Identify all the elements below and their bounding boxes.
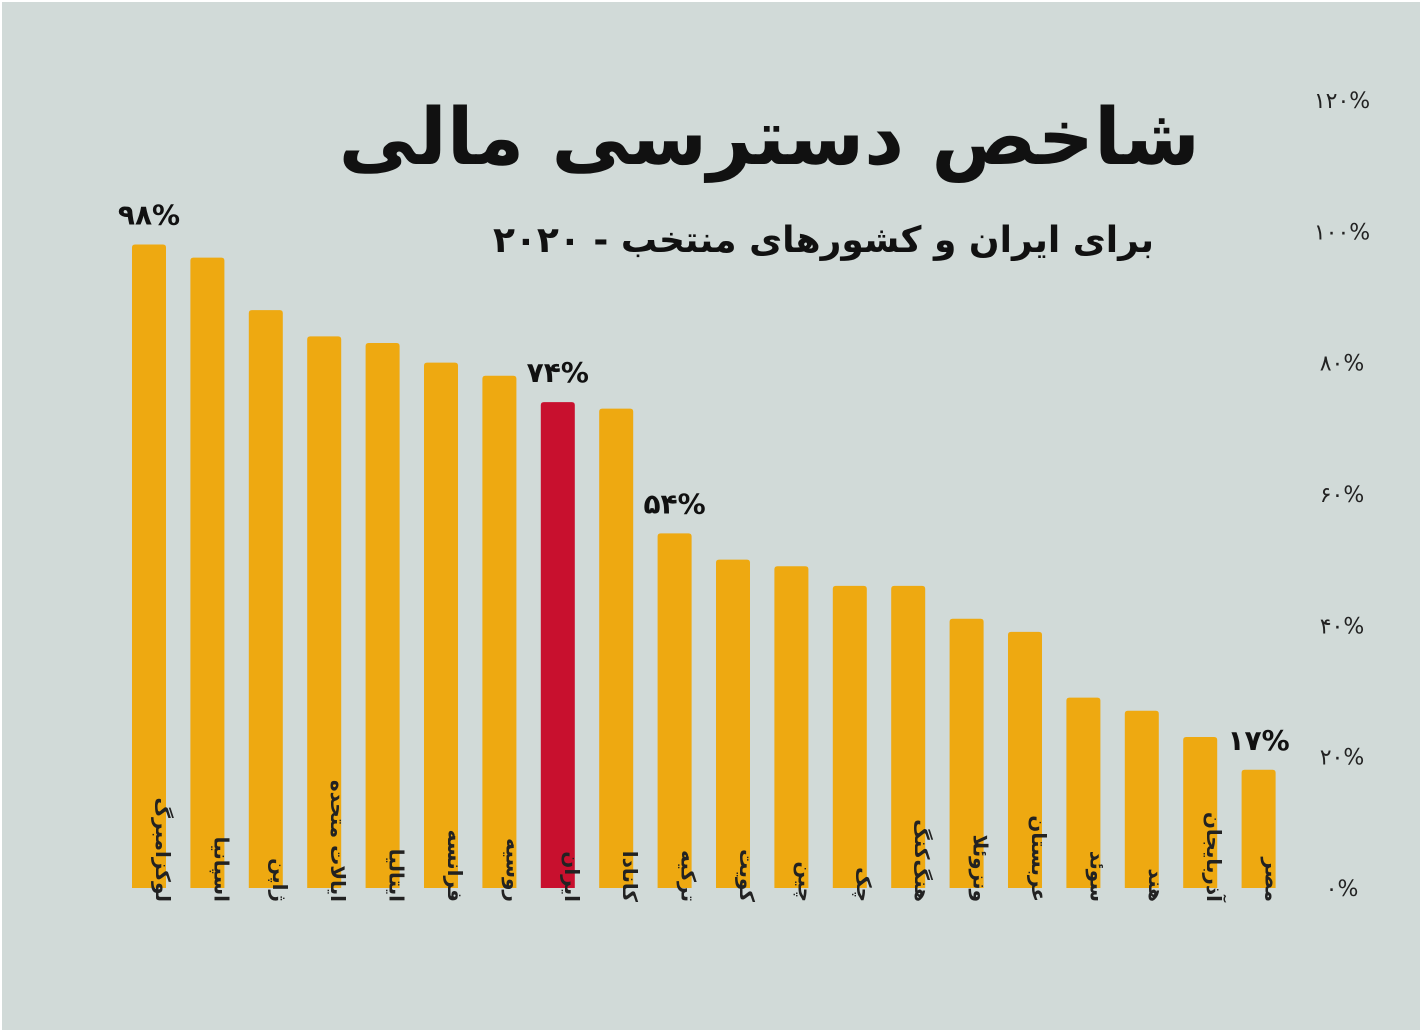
category-label: ایالات متحده: [326, 780, 350, 902]
data-labels-group: ۹۸% ۷۴% ۵۴% ۱۷%: [118, 198, 1290, 756]
bar: [190, 257, 225, 889]
bar: [248, 310, 283, 889]
category-label: چین: [792, 861, 817, 902]
bars-group: [132, 244, 1276, 889]
bar: [716, 559, 750, 888]
y-tick-label: ۱۰۰%: [1314, 220, 1370, 245]
category-label: هنگ‌کنگ: [910, 819, 934, 902]
bar: [307, 336, 342, 888]
category-label: عربستان: [1027, 815, 1051, 902]
bar: [1241, 769, 1276, 888]
category-label: روسیه: [501, 838, 525, 902]
bar: [949, 618, 984, 888]
bar: [132, 244, 166, 888]
chart-title: شاخص دسترسی مالی: [338, 93, 1200, 183]
category-label: لوکزامبرگ: [151, 798, 175, 902]
category-label: ونزوئلا: [969, 834, 993, 902]
category-label: کانادا: [618, 851, 642, 903]
bar: [540, 402, 575, 888]
bar: [482, 375, 517, 888]
y-tick-label: ۲۰%: [1320, 746, 1365, 771]
y-tick-label: ۰%: [1326, 877, 1359, 902]
category-label: مصر: [1261, 856, 1285, 902]
bar: [1183, 736, 1218, 888]
data-label: ۵۴%: [643, 487, 705, 520]
chart-subtitle: برای ایران و کشورهای منتخب - ۲۰۲۰: [492, 220, 1154, 261]
category-label: ژاپن: [267, 858, 292, 902]
category-label: کویت: [735, 849, 759, 902]
y-tick-label: ۸۰%: [1320, 352, 1365, 377]
bar: [424, 362, 458, 889]
bar: [891, 585, 926, 888]
data-label: ۷۴%: [527, 356, 589, 389]
y-tick-label: ۱۲۰%: [1314, 89, 1370, 114]
bar: [599, 408, 634, 888]
y-tick-label: ۶۰%: [1320, 483, 1365, 508]
category-label: آذربایجان: [1202, 812, 1227, 903]
category-label: چک: [851, 867, 876, 902]
category-label: فرانسه: [443, 830, 467, 902]
x-axis-labels: لوکزامبرگ اسپانیا ژاپن ایالات متحده ایتالیا ف…: [151, 780, 1285, 903]
category-label: ایتالیا: [385, 849, 409, 902]
y-tick-label: ۴۰%: [1320, 614, 1365, 639]
data-label: ۱۷%: [1227, 724, 1289, 757]
category-label: سوئد: [1085, 851, 1109, 902]
bar: [774, 566, 809, 888]
bar: [657, 533, 692, 888]
category-label: هند: [1144, 868, 1168, 902]
category-label: ایران: [560, 851, 584, 902]
bar: [1124, 710, 1159, 888]
bar: [365, 342, 400, 888]
bar: [1008, 631, 1042, 888]
bar: [832, 585, 867, 888]
category-label: ترکیه: [677, 850, 701, 902]
data-label: ۹۸%: [118, 198, 180, 231]
category-label: اسپانیا: [208, 837, 233, 902]
y-axis-labels: ۰% ۲۰% ۴۰% ۶۰% ۸۰% ۱۰۰% ۱۲۰%: [1314, 89, 1370, 902]
bar: [1066, 697, 1101, 888]
